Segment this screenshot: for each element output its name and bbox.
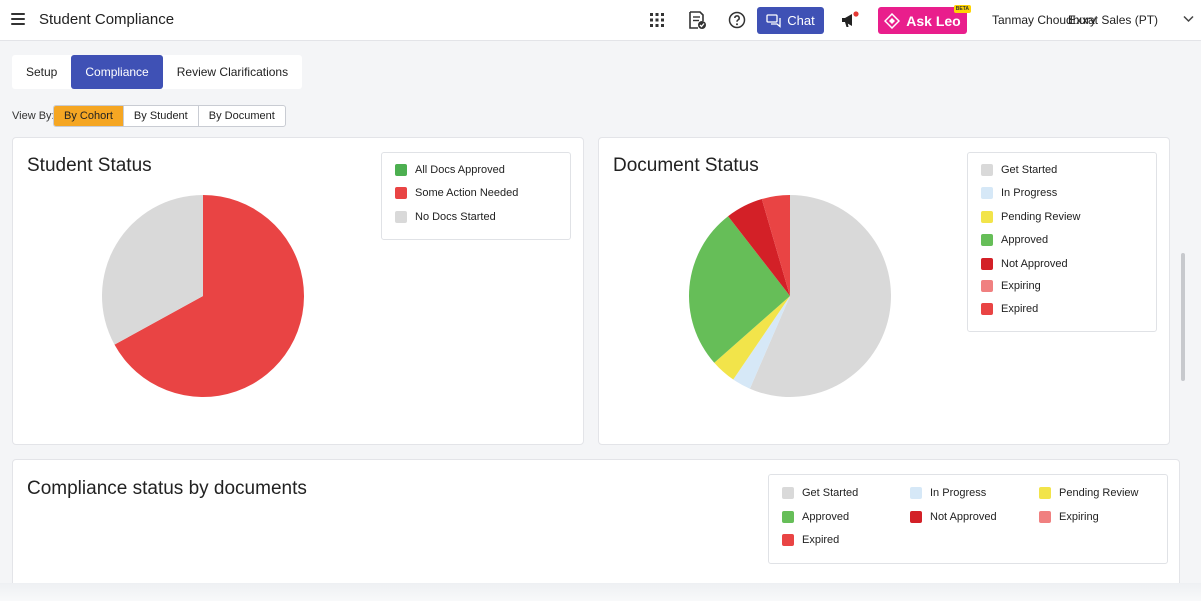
pie-slice-expired[interactable]: [761, 195, 790, 296]
legend-item[interactable]: Get Started: [782, 487, 858, 499]
view-by-label: View By:: [12, 110, 55, 122]
legend-item[interactable]: Expiring: [981, 280, 1041, 292]
legend-swatch: [1039, 511, 1051, 523]
chevron-down-icon[interactable]: [1183, 15, 1194, 23]
legend-label: In Progress: [1001, 187, 1058, 199]
compliance-legend: Get Started In Progress Pending Review A…: [768, 474, 1168, 564]
legend-item[interactable]: No Docs Started: [395, 211, 496, 223]
pie-slice-get-started[interactable]: [749, 195, 891, 397]
view-by-student-button[interactable]: By Student: [124, 106, 199, 126]
legend-swatch: [981, 258, 993, 270]
legend-label: Approved: [1001, 234, 1049, 246]
legend-label: In Progress: [930, 487, 987, 499]
legend-item[interactable]: Expiring: [1039, 511, 1099, 523]
document-status-pie-chart: [689, 195, 891, 397]
student-status-legend: All Docs Approved Some Action Needed No …: [381, 152, 571, 240]
legend-item[interactable]: In Progress: [981, 187, 1057, 199]
pie-slice-some-action-needed[interactable]: [114, 195, 304, 397]
legend-item[interactable]: Not Approved: [981, 258, 1068, 270]
legend-item[interactable]: In Progress: [910, 487, 986, 499]
student-status-card: Student Status All Docs Approved Some Ac…: [12, 137, 584, 445]
legend-swatch: [981, 211, 993, 223]
legend-label: Pending Review: [1059, 487, 1139, 499]
document-status-card: Document Status Get Started In Progress …: [598, 137, 1170, 445]
user-name: Tanmay Choudhury: [992, 13, 1097, 27]
legend-label: No Docs Started: [415, 211, 496, 223]
pie-slice-pending-review[interactable]: [714, 296, 790, 380]
legend-label: Approved: [802, 511, 850, 523]
legend-item[interactable]: All Docs Approved: [395, 164, 505, 176]
legend-swatch: [981, 234, 993, 246]
apps-grid-icon[interactable]: [647, 10, 667, 30]
org-name[interactable]: Exxat Sales (PT): [1068, 13, 1159, 27]
pie-slice-approved[interactable]: [689, 216, 790, 363]
help-icon[interactable]: [727, 10, 747, 30]
legend-item[interactable]: Pending Review: [1039, 487, 1139, 499]
app-title: Student Compliance: [39, 11, 175, 28]
document-check-icon[interactable]: [687, 10, 707, 30]
legend-swatch: [981, 280, 993, 292]
student-status-pie-chart: [102, 195, 304, 397]
legend-item[interactable]: Expired: [981, 303, 1038, 315]
legend-swatch: [910, 487, 922, 499]
chat-label: Chat: [787, 13, 815, 28]
chat-icon: [766, 13, 781, 28]
legend-swatch: [395, 187, 407, 199]
legend-swatch: [782, 487, 794, 499]
legend-swatch: [910, 511, 922, 523]
menu-icon[interactable]: [11, 13, 25, 25]
view-by-document-button[interactable]: By Document: [208, 110, 275, 122]
ask-leo-button[interactable]: Ask Leo BETA: [878, 5, 971, 34]
beta-badge: BETA: [953, 5, 971, 13]
tab-setup[interactable]: Setup: [26, 65, 58, 79]
view-by-toggle: By Cohort By Student By Document: [53, 105, 286, 127]
pie-slice-in-progress[interactable]: [733, 296, 790, 389]
tab-bar: Setup Compliance Review Clarifications: [12, 55, 303, 89]
ask-leo-label: Ask Leo: [906, 12, 961, 29]
compliance-by-documents-card: Compliance status by documents Get Start…: [12, 459, 1180, 599]
legend-label: Expired: [1001, 303, 1039, 315]
legend-swatch: [981, 164, 993, 176]
legend-swatch: [1039, 487, 1051, 499]
compliance-by-documents-title: Compliance status by documents: [27, 478, 307, 499]
legend-item[interactable]: Approved: [981, 234, 1048, 246]
legend-label: Not Approved: [930, 511, 997, 523]
legend-swatch: [395, 211, 407, 223]
legend-swatch: [981, 187, 993, 199]
legend-item[interactable]: Some Action Needed: [395, 187, 518, 199]
tab-review-clarifications[interactable]: Review Clarifications: [176, 65, 289, 79]
page-scrollbar[interactable]: [1181, 253, 1185, 381]
legend-label: Expiring: [1059, 511, 1099, 523]
pie-slice-no-docs-started[interactable]: [102, 195, 203, 345]
chat-button[interactable]: Chat: [757, 7, 824, 34]
legend-item[interactable]: Not Approved: [910, 511, 997, 523]
view-by-cohort-button[interactable]: By Cohort: [54, 106, 124, 126]
legend-label: Some Action Needed: [415, 187, 519, 199]
legend-swatch: [782, 511, 794, 523]
tab-compliance[interactable]: Compliance: [71, 55, 163, 89]
legend-swatch: [395, 164, 407, 176]
legend-swatch: [782, 534, 794, 546]
pie-slice-not-approved[interactable]: [728, 199, 790, 296]
legend-label: All Docs Approved: [415, 164, 505, 176]
legend-label: Expiring: [1001, 280, 1041, 292]
legend-label: Get Started: [1001, 164, 1058, 176]
legend-label: Expired: [802, 534, 840, 546]
leo-logo-icon: [884, 12, 901, 29]
legend-item[interactable]: Pending Review: [981, 211, 1081, 223]
page-bottom-edge: [0, 583, 1201, 601]
legend-item[interactable]: Expired: [782, 534, 839, 546]
legend-label: Not Approved: [1001, 258, 1068, 270]
legend-item[interactable]: Approved: [782, 511, 849, 523]
student-status-title: Student Status: [27, 155, 152, 176]
legend-label: Pending Review: [1001, 211, 1081, 223]
legend-label: Get Started: [802, 487, 859, 499]
legend-swatch: [981, 303, 993, 315]
document-status-title: Document Status: [613, 155, 759, 176]
document-status-legend: Get Started In Progress Pending Review A…: [967, 152, 1157, 332]
top-bar: Student Compliance Chat: [0, 0, 1201, 41]
megaphone-icon[interactable]: [839, 10, 859, 30]
legend-item[interactable]: Get Started: [981, 164, 1057, 176]
